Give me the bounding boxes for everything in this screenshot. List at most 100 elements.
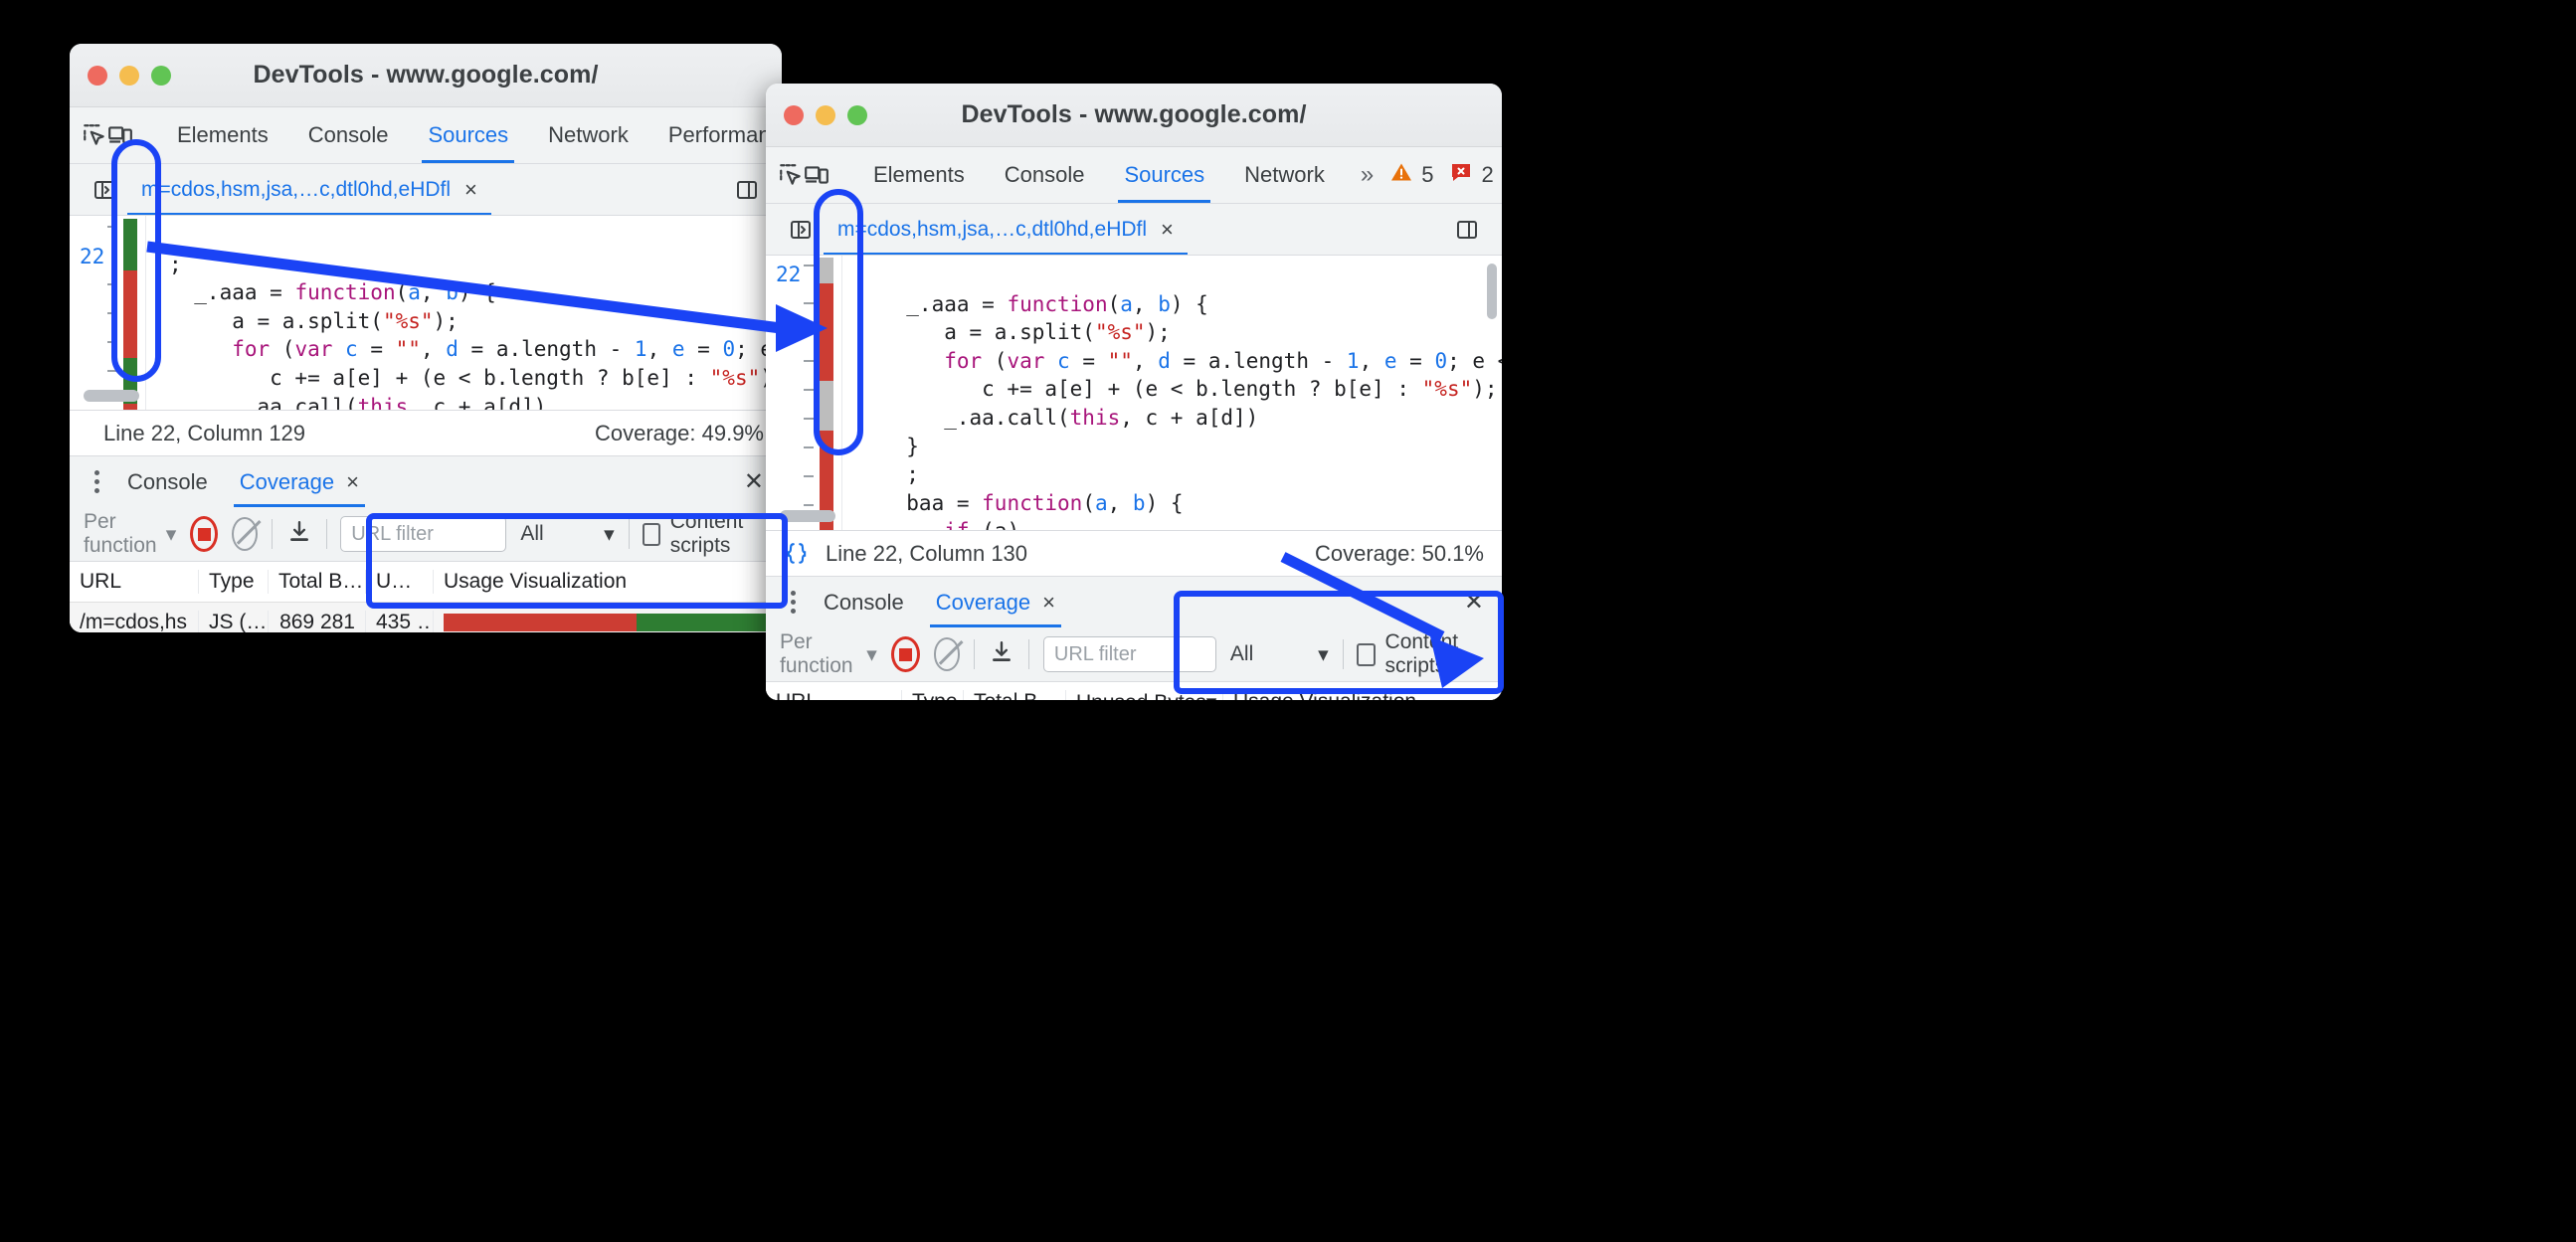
chevron-down-icon: ▾ [604, 522, 615, 546]
chevron-down-icon: ▾ [1318, 642, 1329, 666]
tab-elements[interactable]: Elements [873, 162, 965, 187]
drawer-tab-console[interactable]: Console [127, 468, 208, 494]
content-scripts-checkbox[interactable]: Content scripts [643, 510, 768, 558]
editor-horizontal-scrollbar[interactable] [84, 390, 139, 402]
inspect-cursor-icon[interactable] [82, 115, 107, 155]
column-total-bytes[interactable]: Total B… [964, 690, 1066, 700]
tab-console[interactable]: Console [307, 122, 389, 147]
error-badge[interactable]: 2 [1449, 160, 1494, 190]
toggle-debugger-icon[interactable] [724, 170, 770, 210]
column-unused-bytes[interactable]: U… [366, 570, 434, 594]
clear-icon[interactable] [232, 517, 258, 551]
drawer-kebab-icon[interactable] [82, 470, 111, 493]
tab-network[interactable]: Network [1244, 162, 1325, 187]
gutter-tick [804, 446, 814, 448]
close-icon[interactable]: × [1161, 216, 1174, 242]
content-scripts-checkbox[interactable]: Content scripts [1357, 630, 1488, 678]
inspect-cursor-icon[interactable] [778, 155, 804, 195]
type-filter-select[interactable]: All ▾ [520, 522, 614, 547]
window2-coverage-table[interactable]: URL Type Total B… Unused Bytes▾ Usage Vi… [766, 682, 1502, 700]
coverage-table-header: URL Type Total B… Unused Bytes▾ Usage Vi… [766, 682, 1502, 700]
window1-drawer-tabs[interactable]: Console Coverage × ✕ [70, 455, 782, 507]
table-row[interactable]: /m=cdos,hs JS (… 869 281 435 … [70, 603, 782, 632]
minimize-window-button[interactable] [816, 104, 835, 125]
download-export-icon[interactable] [286, 519, 312, 550]
tab-sources[interactable]: Sources [1104, 147, 1224, 203]
window1-coverage-table[interactable]: URL Type Total B… U… Usage Visualization… [70, 562, 782, 632]
window1-coverage-toolbar[interactable]: Per function ▾ URL filter All ▾ [70, 507, 782, 562]
editor-vertical-scrollbar[interactable] [1487, 264, 1497, 319]
drawer-tab-console[interactable]: Console [824, 589, 904, 615]
window2-traffic-lights[interactable] [784, 104, 867, 125]
source-file-tab[interactable]: m=cdos,hsm,jsa,…c,dtl0hd,eHDfl × [824, 204, 1188, 255]
tab-sources[interactable]: Sources [408, 107, 528, 163]
column-url[interactable]: URL [766, 690, 902, 700]
column-unused-bytes[interactable]: Unused Bytes▾ [1066, 689, 1223, 700]
column-usage-visualization[interactable]: Usage Visualization [1223, 690, 1502, 700]
window1-devtools-tabbar[interactable]: Elements Console Sources Network Perform… [70, 107, 782, 164]
source-file-tab[interactable]: m=cdos,hsm,jsa,…c,dtl0hd,eHDfl × [127, 164, 491, 215]
code-line: c += a[e] + (e < b.length ? b[e] : "%s")… [169, 365, 782, 390]
column-total-bytes[interactable]: Total B… [269, 570, 366, 594]
devtools-window-2[interactable]: DevTools - www.google.com/ Elements Cons… [766, 84, 1502, 700]
more-tabs-icon[interactable]: » [1360, 161, 1375, 188]
devtools-window-1[interactable]: DevTools - www.google.com/ Elements Cons… [70, 44, 782, 632]
format-braces-icon[interactable] [784, 541, 810, 567]
checkbox-box[interactable] [643, 522, 660, 546]
url-filter-input[interactable]: URL filter [1042, 636, 1216, 672]
tab-elements[interactable]: Elements [177, 122, 269, 147]
window2-file-tab-row[interactable]: m=cdos,hsm,jsa,…c,dtl0hd,eHDfl × [766, 204, 1502, 256]
window2-code-text[interactable]: _.aaa = function(a, b) { a = a.split("%s… [881, 256, 1502, 530]
coverage-table-header: URL Type Total B… U… Usage Visualization [70, 562, 782, 603]
tab-network[interactable]: Network [548, 122, 629, 147]
editor-horizontal-scrollbar[interactable] [780, 510, 835, 522]
drawer-kebab-icon[interactable] [778, 591, 808, 614]
window2-coverage-toolbar[interactable]: Per function ▾ URL filter All ▾ [766, 627, 1502, 682]
window2-drawer-tabs[interactable]: Console Coverage × ✕ [766, 576, 1502, 627]
drawer-tab-coverage[interactable]: Coverage × [224, 456, 375, 507]
checkbox-box[interactable] [1357, 642, 1376, 666]
drawer-tab-coverage[interactable]: Coverage × [920, 577, 1071, 627]
warning-badge[interactable]: 5 [1389, 160, 1433, 190]
download-export-icon[interactable] [989, 639, 1014, 670]
record-stop-icon[interactable] [190, 516, 219, 552]
type-filter-label: All [520, 522, 544, 545]
minimize-window-button[interactable] [119, 65, 139, 86]
coverage-mode-select[interactable]: Per function ▾ [780, 630, 877, 678]
maximize-window-button[interactable] [847, 104, 867, 125]
clear-icon[interactable] [933, 637, 961, 671]
close-icon[interactable]: × [346, 468, 359, 494]
tab-console[interactable]: Console [1004, 162, 1085, 187]
line-number: 22 [80, 245, 105, 268]
maximize-window-button[interactable] [151, 65, 171, 86]
toggle-debugger-icon[interactable] [1444, 210, 1490, 250]
column-usage-visualization[interactable]: Usage Visualization [444, 570, 628, 593]
close-drawer-icon[interactable]: ✕ [1463, 589, 1484, 616]
device-toolbar-icon[interactable] [107, 115, 133, 155]
coverage-mode-select[interactable]: Per function ▾ [84, 510, 176, 558]
type-filter-select[interactable]: All ▾ [1230, 642, 1329, 667]
window1-traffic-lights[interactable] [88, 65, 171, 86]
close-window-button[interactable] [88, 65, 107, 86]
gutter-tick [804, 331, 814, 333]
window2-code-editor[interactable]: 22 _.aaa = function(a, b) { [766, 256, 1502, 530]
code-line: if (a) [881, 519, 1019, 530]
column-url[interactable]: URL [70, 570, 199, 594]
column-type[interactable]: Type [199, 570, 269, 594]
column-type[interactable]: Type [902, 690, 964, 700]
toggle-navigator-icon[interactable] [82, 170, 127, 210]
toggle-navigator-icon[interactable] [778, 210, 824, 250]
record-stop-icon[interactable] [890, 636, 920, 672]
window1-file-tab-row[interactable]: m=cdos,hsm,jsa,…c,dtl0hd,eHDfl × [70, 164, 782, 216]
tab-performance[interactable]: Performance [667, 122, 782, 147]
device-toolbar-icon[interactable] [804, 155, 829, 195]
close-window-button[interactable] [784, 104, 804, 125]
close-icon[interactable]: × [1042, 589, 1055, 615]
close-drawer-icon[interactable]: ✕ [743, 468, 764, 495]
window1-code-text[interactable]: ; _.aaa = function(a, b) { a = a.split("… [169, 216, 782, 410]
close-icon[interactable]: × [464, 176, 477, 202]
window2-devtools-tabbar[interactable]: Elements Console Sources Network » 5 [766, 147, 1502, 204]
window1-code-editor[interactable]: 22 ; _.aaa = function(a, b) { a = a.spli… [70, 216, 782, 410]
chevron-down-icon: ▾ [165, 522, 177, 546]
url-filter-input[interactable]: URL filter [340, 516, 507, 552]
